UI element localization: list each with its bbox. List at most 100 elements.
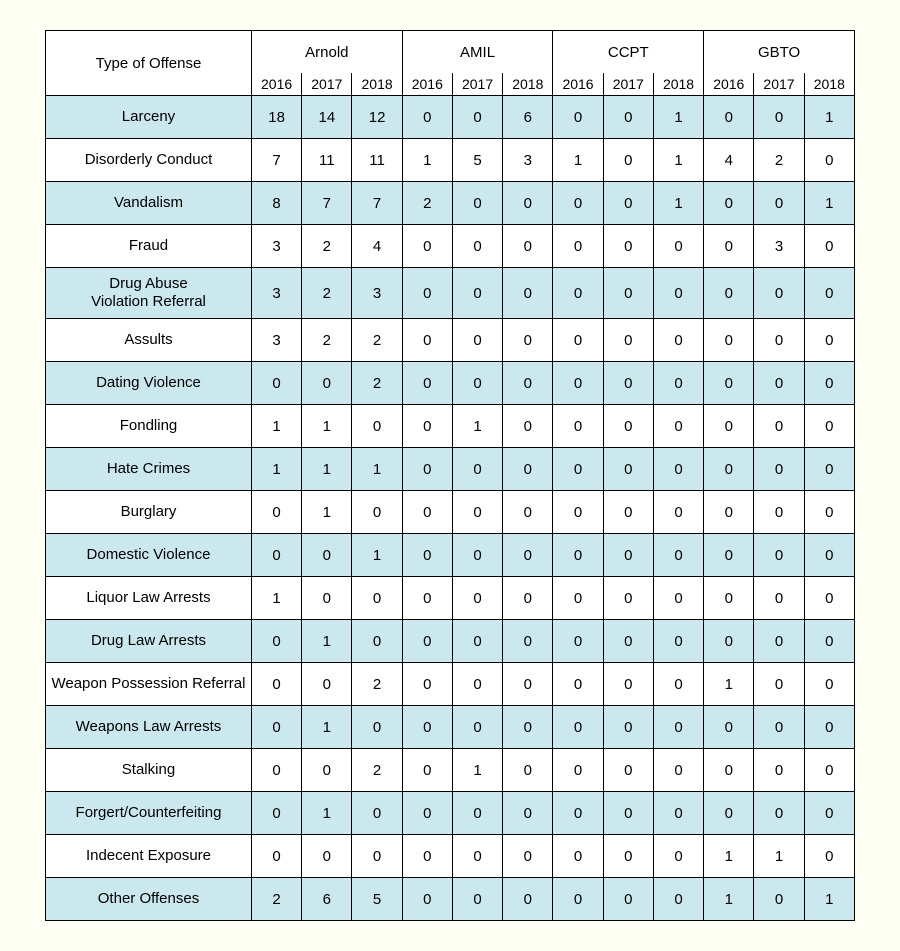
table-row: Larceny181412006001001 bbox=[46, 96, 855, 139]
cell-value: 0 bbox=[251, 835, 301, 878]
cell-value: 0 bbox=[251, 663, 301, 706]
cell-value: 0 bbox=[704, 362, 754, 405]
cell-value: 1 bbox=[653, 96, 703, 139]
cell-value: 0 bbox=[503, 405, 553, 448]
cell-value: 0 bbox=[704, 534, 754, 577]
cell-value: 0 bbox=[302, 749, 352, 792]
cell-value: 1 bbox=[804, 182, 854, 225]
cell-value: 0 bbox=[603, 620, 653, 663]
table-row: Weapon Possession Referral002000000100 bbox=[46, 663, 855, 706]
cell-value: 0 bbox=[503, 749, 553, 792]
cell-value: 0 bbox=[704, 706, 754, 749]
cell-value: 0 bbox=[804, 620, 854, 663]
cell-value: 0 bbox=[603, 878, 653, 921]
cell-value: 18 bbox=[251, 96, 301, 139]
cell-value: 0 bbox=[704, 792, 754, 835]
cell-value: 0 bbox=[653, 577, 703, 620]
cell-value: 0 bbox=[603, 268, 653, 319]
cell-value: 0 bbox=[553, 878, 603, 921]
col-header-year: 2017 bbox=[452, 73, 502, 96]
cell-value: 0 bbox=[603, 96, 653, 139]
col-header-year: 2018 bbox=[653, 73, 703, 96]
table-row: Drug Law Arrests010000000000 bbox=[46, 620, 855, 663]
cell-value: 0 bbox=[553, 663, 603, 706]
offense-table: Type of Offense Arnold AMIL CCPT GBTO 20… bbox=[45, 30, 855, 921]
cell-value: 0 bbox=[251, 620, 301, 663]
cell-value: 0 bbox=[804, 534, 854, 577]
col-header-year: 2018 bbox=[503, 73, 553, 96]
cell-value: 0 bbox=[452, 319, 502, 362]
cell-value: 0 bbox=[603, 225, 653, 268]
cell-value: 0 bbox=[553, 577, 603, 620]
cell-value: 0 bbox=[553, 225, 603, 268]
col-header-site: CCPT bbox=[553, 31, 704, 74]
cell-value: 0 bbox=[804, 139, 854, 182]
cell-value: 7 bbox=[302, 182, 352, 225]
cell-value: 2 bbox=[352, 663, 402, 706]
cell-value: 0 bbox=[754, 534, 804, 577]
cell-value: 0 bbox=[603, 139, 653, 182]
cell-value: 0 bbox=[804, 362, 854, 405]
cell-value: 1 bbox=[452, 405, 502, 448]
cell-value: 0 bbox=[452, 96, 502, 139]
cell-value: 1 bbox=[754, 835, 804, 878]
cell-value: 0 bbox=[452, 620, 502, 663]
cell-value: 1 bbox=[704, 835, 754, 878]
cell-value: 0 bbox=[804, 706, 854, 749]
cell-value: 0 bbox=[754, 182, 804, 225]
cell-value: 1 bbox=[653, 182, 703, 225]
cell-value: 6 bbox=[302, 878, 352, 921]
table-row: Vandalism877200001001 bbox=[46, 182, 855, 225]
offense-label: Other Offenses bbox=[46, 878, 252, 921]
cell-value: 0 bbox=[653, 663, 703, 706]
cell-value: 0 bbox=[503, 534, 553, 577]
offense-label: Vandalism bbox=[46, 182, 252, 225]
cell-value: 0 bbox=[302, 835, 352, 878]
cell-value: 0 bbox=[503, 319, 553, 362]
cell-value: 0 bbox=[402, 319, 452, 362]
table-row: Fondling110010000000 bbox=[46, 405, 855, 448]
cell-value: 0 bbox=[402, 491, 452, 534]
cell-value: 1 bbox=[804, 96, 854, 139]
table-row: Forgert/Counterfeiting010000000000 bbox=[46, 792, 855, 835]
cell-value: 0 bbox=[754, 620, 804, 663]
cell-value: 0 bbox=[603, 405, 653, 448]
cell-value: 0 bbox=[804, 405, 854, 448]
cell-value: 0 bbox=[603, 749, 653, 792]
cell-value: 0 bbox=[653, 706, 703, 749]
offense-label: Weapon Possession Referral bbox=[46, 663, 252, 706]
cell-value: 0 bbox=[251, 534, 301, 577]
offense-label: Dating Violence bbox=[46, 362, 252, 405]
cell-value: 0 bbox=[503, 491, 553, 534]
cell-value: 0 bbox=[503, 878, 553, 921]
table-row: Disorderly Conduct71111153101420 bbox=[46, 139, 855, 182]
cell-value: 1 bbox=[302, 491, 352, 534]
cell-value: 0 bbox=[704, 491, 754, 534]
cell-value: 0 bbox=[402, 878, 452, 921]
offense-label: Stalking bbox=[46, 749, 252, 792]
cell-value: 0 bbox=[402, 706, 452, 749]
cell-value: 0 bbox=[704, 225, 754, 268]
col-header-type: Type of Offense bbox=[46, 31, 252, 96]
cell-value: 0 bbox=[804, 268, 854, 319]
cell-value: 0 bbox=[302, 663, 352, 706]
cell-value: 0 bbox=[653, 835, 703, 878]
cell-value: 0 bbox=[603, 182, 653, 225]
cell-value: 0 bbox=[402, 405, 452, 448]
cell-value: 0 bbox=[804, 491, 854, 534]
cell-value: 1 bbox=[352, 448, 402, 491]
cell-value: 0 bbox=[754, 878, 804, 921]
cell-value: 0 bbox=[251, 792, 301, 835]
col-header-year: 2018 bbox=[804, 73, 854, 96]
cell-value: 0 bbox=[804, 749, 854, 792]
col-header-site: Arnold bbox=[251, 31, 402, 74]
table-row: Liquor Law Arrests100000000000 bbox=[46, 577, 855, 620]
cell-value: 7 bbox=[251, 139, 301, 182]
cell-value: 0 bbox=[653, 268, 703, 319]
cell-value: 12 bbox=[352, 96, 402, 139]
cell-value: 0 bbox=[754, 663, 804, 706]
cell-value: 4 bbox=[352, 225, 402, 268]
cell-value: 3 bbox=[251, 225, 301, 268]
cell-value: 0 bbox=[804, 319, 854, 362]
cell-value: 0 bbox=[553, 448, 603, 491]
